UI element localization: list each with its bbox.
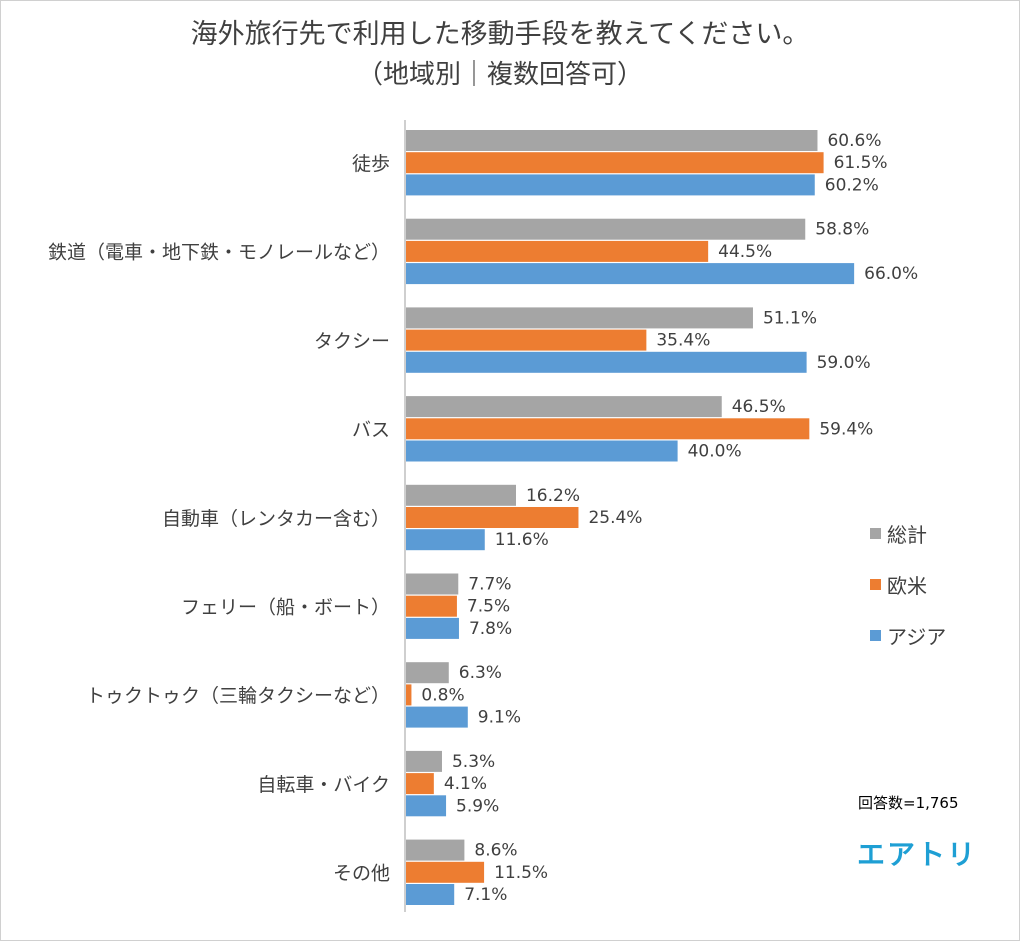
bar-europe-america [406, 418, 810, 440]
data-label-total: 46.5% [732, 397, 786, 417]
data-label-europe-america: 25.4% [588, 508, 642, 528]
category-label: トゥクトゥク（三輪タクシーなど） [86, 685, 390, 707]
data-label-total: 8.6% [474, 841, 517, 861]
data-label-total: 16.2% [526, 486, 580, 506]
legend-item-europe-america: 欧米 [870, 570, 927, 599]
bar-asia [406, 351, 807, 373]
category-label: 自転車・バイク [257, 774, 390, 796]
data-label-asia: 9.1% [478, 708, 521, 728]
bar-total [406, 130, 818, 151]
data-label-europe-america: 11.5% [494, 863, 548, 883]
bar-europe-america [406, 595, 457, 617]
bar-asia [406, 440, 678, 462]
category-label: 徒歩 [352, 153, 390, 175]
bar-asia [406, 529, 485, 551]
data-label-europe-america: 0.8% [421, 685, 464, 705]
bar-total [406, 750, 442, 772]
bar-europe-america [406, 329, 647, 351]
data-label-total: 58.8% [815, 220, 869, 240]
data-label-europe-america: 44.5% [718, 242, 772, 262]
data-label-europe-america: 59.4% [819, 419, 873, 439]
bar-asia [406, 617, 459, 639]
data-label-europe-america: 7.5% [467, 597, 510, 617]
legend-swatch-asia [870, 630, 881, 641]
data-label-asia: 60.2% [825, 175, 879, 195]
category-label: 自動車（レンタカー含む） [162, 508, 390, 530]
data-label-europe-america: 35.4% [656, 331, 710, 351]
data-label-asia: 66.0% [864, 264, 918, 284]
legend-swatch-europe-america [870, 579, 881, 590]
bar-europe-america [406, 773, 434, 795]
bar-europe-america [406, 684, 412, 706]
bar-total [406, 396, 722, 418]
bar-total [406, 307, 753, 329]
bar-total [406, 484, 516, 506]
category-label: バス [352, 419, 390, 441]
category-label: フェリー（船・ボート） [181, 597, 390, 619]
data-label-total: 7.7% [468, 575, 511, 595]
data-label-asia: 40.0% [688, 442, 742, 462]
bar-europe-america [406, 861, 485, 883]
bar-europe-america [406, 152, 824, 174]
chart-subtitle: （地域別｜複数回答可） [356, 60, 643, 90]
data-label-asia: 5.9% [456, 796, 499, 816]
data-label-total: 51.1% [763, 308, 817, 328]
category-label: タクシー [314, 330, 390, 352]
data-label-asia: 59.0% [817, 353, 871, 373]
category-label: その他 [333, 863, 390, 885]
data-label-asia: 7.1% [464, 885, 507, 905]
bar-asia [406, 795, 447, 817]
bar-total [406, 662, 449, 684]
brand-logo: エアトリ [857, 838, 978, 871]
bar-total [406, 218, 806, 240]
bar-europe-america [406, 240, 709, 262]
legend-swatch-total [870, 528, 881, 539]
data-label-asia: 7.8% [469, 619, 512, 639]
bar-asia [406, 706, 468, 728]
data-label-total: 60.6% [827, 131, 881, 151]
chart-title: 海外旅行先で利用した移動手段を教えてください。 [190, 19, 810, 50]
bar-europe-america [406, 507, 579, 528]
bar-asia [406, 884, 455, 905]
data-label-europe-america: 4.1% [444, 774, 487, 794]
legend-item-asia: アジア [870, 621, 946, 650]
bar-total [406, 573, 459, 595]
bar-asia [406, 263, 855, 285]
category-label: 鉄道（電車・地下鉄・モノレールなど） [48, 242, 390, 264]
legend-label-asia: アジア [887, 625, 947, 649]
legend-label-total: 総計 [887, 523, 927, 547]
legend-item-total: 総計 [870, 519, 927, 548]
bar-total [406, 839, 465, 861]
data-label-total: 5.3% [452, 752, 495, 772]
data-label-asia: 11.6% [495, 530, 549, 550]
legend-label-europe-america: 欧米 [887, 574, 927, 598]
data-label-europe-america: 61.5% [834, 153, 888, 173]
data-label-total: 6.3% [459, 663, 502, 683]
bar-asia [406, 174, 815, 196]
response-count-note: 回答数=1,765 [858, 794, 959, 812]
